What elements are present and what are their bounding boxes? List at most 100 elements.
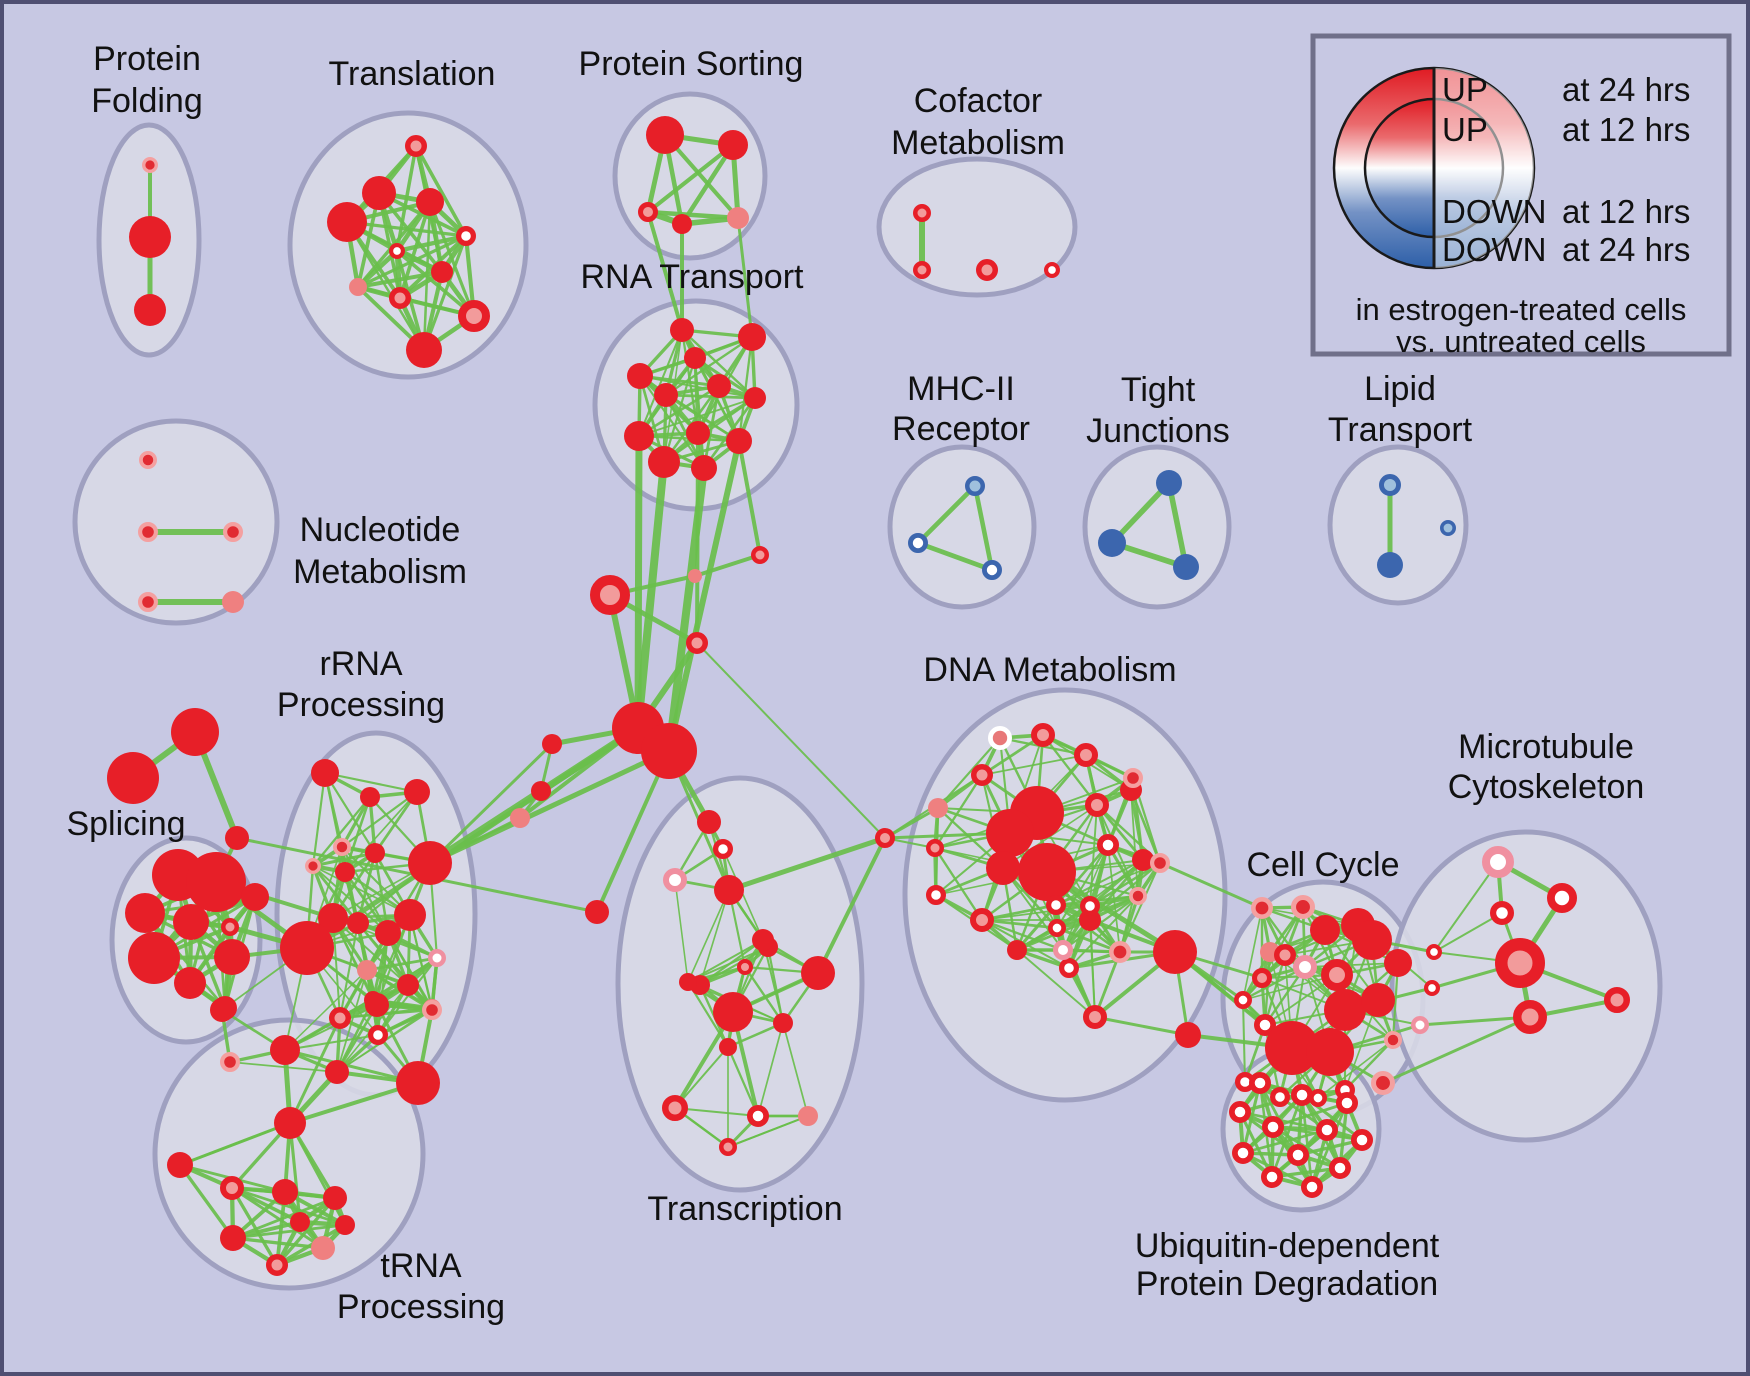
network-edge <box>915 483 978 546</box>
cluster-rna-transport-label: RNA Transport <box>581 258 805 296</box>
network-node-P <box>688 569 702 583</box>
network-node-R <box>186 852 246 912</box>
network-node-B <box>1098 529 1126 557</box>
network-node-R <box>375 920 401 946</box>
network-edge <box>230 1186 325 1250</box>
network-node-RW <box>1315 1118 1338 1141</box>
network-node-PW <box>1053 940 1073 960</box>
network-node-R <box>171 708 219 756</box>
network-edge <box>377 932 389 1036</box>
network-edge <box>679 142 736 227</box>
network-edge <box>188 895 257 985</box>
network-edge <box>674 879 689 983</box>
network-node-R <box>225 826 249 850</box>
network-edge <box>699 889 730 986</box>
network-edge <box>687 889 730 983</box>
network-node-RW <box>456 226 477 247</box>
network-node-R <box>107 752 159 804</box>
cluster-tight-junctions-ellipse <box>1082 444 1232 610</box>
network-node-PR <box>1149 852 1170 873</box>
network-edge <box>915 540 995 573</box>
network-node-RP <box>1252 968 1272 988</box>
network-node-RW <box>1286 1143 1309 1166</box>
network-node-R <box>129 216 171 258</box>
network-edge <box>376 956 439 1037</box>
network-node-RW <box>1260 1165 1283 1188</box>
network-node-PR <box>138 521 159 542</box>
network-node-R <box>174 967 206 999</box>
network-node-RP <box>1274 944 1296 966</box>
network-node-PW <box>428 949 446 967</box>
network-node-RP <box>1031 723 1055 747</box>
network-edge <box>1310 1101 1349 1189</box>
network-node-R <box>347 912 369 934</box>
network-node-R <box>1132 849 1154 871</box>
network-node-R <box>406 332 442 368</box>
network-edge <box>178 1121 292 1167</box>
network-node-RW <box>1248 1071 1271 1094</box>
network-node-RP <box>913 204 931 222</box>
network-edge <box>408 913 434 1012</box>
network-node-R <box>220 1225 246 1251</box>
network-node-R <box>1265 1021 1319 1075</box>
legend-row-0-label: UP <box>1442 71 1488 108</box>
network-node-R <box>672 214 692 234</box>
network-edge <box>312 865 411 916</box>
network-node-R <box>1384 949 1412 977</box>
network-node-R <box>718 130 748 160</box>
network-node-R <box>801 956 835 990</box>
network-edge <box>634 458 668 732</box>
cluster-translation-label: Translation <box>329 55 496 93</box>
network-node-RP <box>458 300 490 332</box>
network-node-PR <box>333 838 352 857</box>
network-node-PR <box>1129 887 1148 906</box>
network-node-RW <box>388 243 405 260</box>
network-node-R <box>274 1107 306 1139</box>
network-edge <box>1433 861 1499 953</box>
network-node-R <box>986 809 1034 857</box>
network-node-R <box>1153 930 1197 974</box>
network-node-RP <box>913 261 931 279</box>
network-node-RP <box>1495 938 1545 988</box>
network-node-R <box>1352 920 1392 960</box>
network-edge <box>1166 480 1189 570</box>
network-edge <box>340 790 419 849</box>
network-node-R <box>327 202 367 242</box>
network-node-R <box>646 116 684 154</box>
network-edge <box>1381 1015 1532 1085</box>
legend-note-line1: in estrogen-treated cells <box>1356 292 1687 327</box>
network-node-RP <box>266 1254 288 1276</box>
network-node-R <box>396 1061 440 1105</box>
network-node-R <box>531 781 551 801</box>
legend-row-3-time: at 24 hrs <box>1562 231 1690 268</box>
network-node-R <box>773 1013 793 1033</box>
cluster-splicing-label: Splicing <box>66 805 185 843</box>
network-node-R <box>641 723 697 779</box>
network-edge <box>323 771 377 855</box>
network-edge <box>311 771 327 868</box>
cluster-lipid-transport-ellipse <box>1327 444 1469 606</box>
network-node-R <box>270 1035 300 1065</box>
network-edge <box>1238 1110 1329 1132</box>
network-node-BW <box>982 560 1003 581</box>
network-node-R <box>311 759 339 787</box>
network-edge <box>1343 1038 1395 1092</box>
cluster-lipid-transport-label: Lipid <box>1364 370 1436 408</box>
node-layer <box>107 116 1630 1276</box>
cluster-nucleotide-metabolism-label: Metabolism <box>293 553 467 591</box>
network-node-BL <box>1378 474 1401 497</box>
network-node-RP <box>875 828 895 848</box>
network-node-R <box>416 188 444 216</box>
network-node-PR <box>138 591 159 612</box>
network-edge <box>1241 1128 1329 1155</box>
cluster-transcription-label: Transcription <box>647 1190 842 1228</box>
network-node-R <box>1306 1028 1354 1076</box>
network-node-RW <box>1308 1088 1327 1107</box>
network-node-PW <box>1482 846 1514 878</box>
network-edge <box>284 1004 378 1051</box>
network-node-PR <box>141 156 158 173</box>
network-edge <box>311 864 360 925</box>
network-edge <box>231 1223 347 1240</box>
network-node-RW <box>1261 1115 1284 1138</box>
